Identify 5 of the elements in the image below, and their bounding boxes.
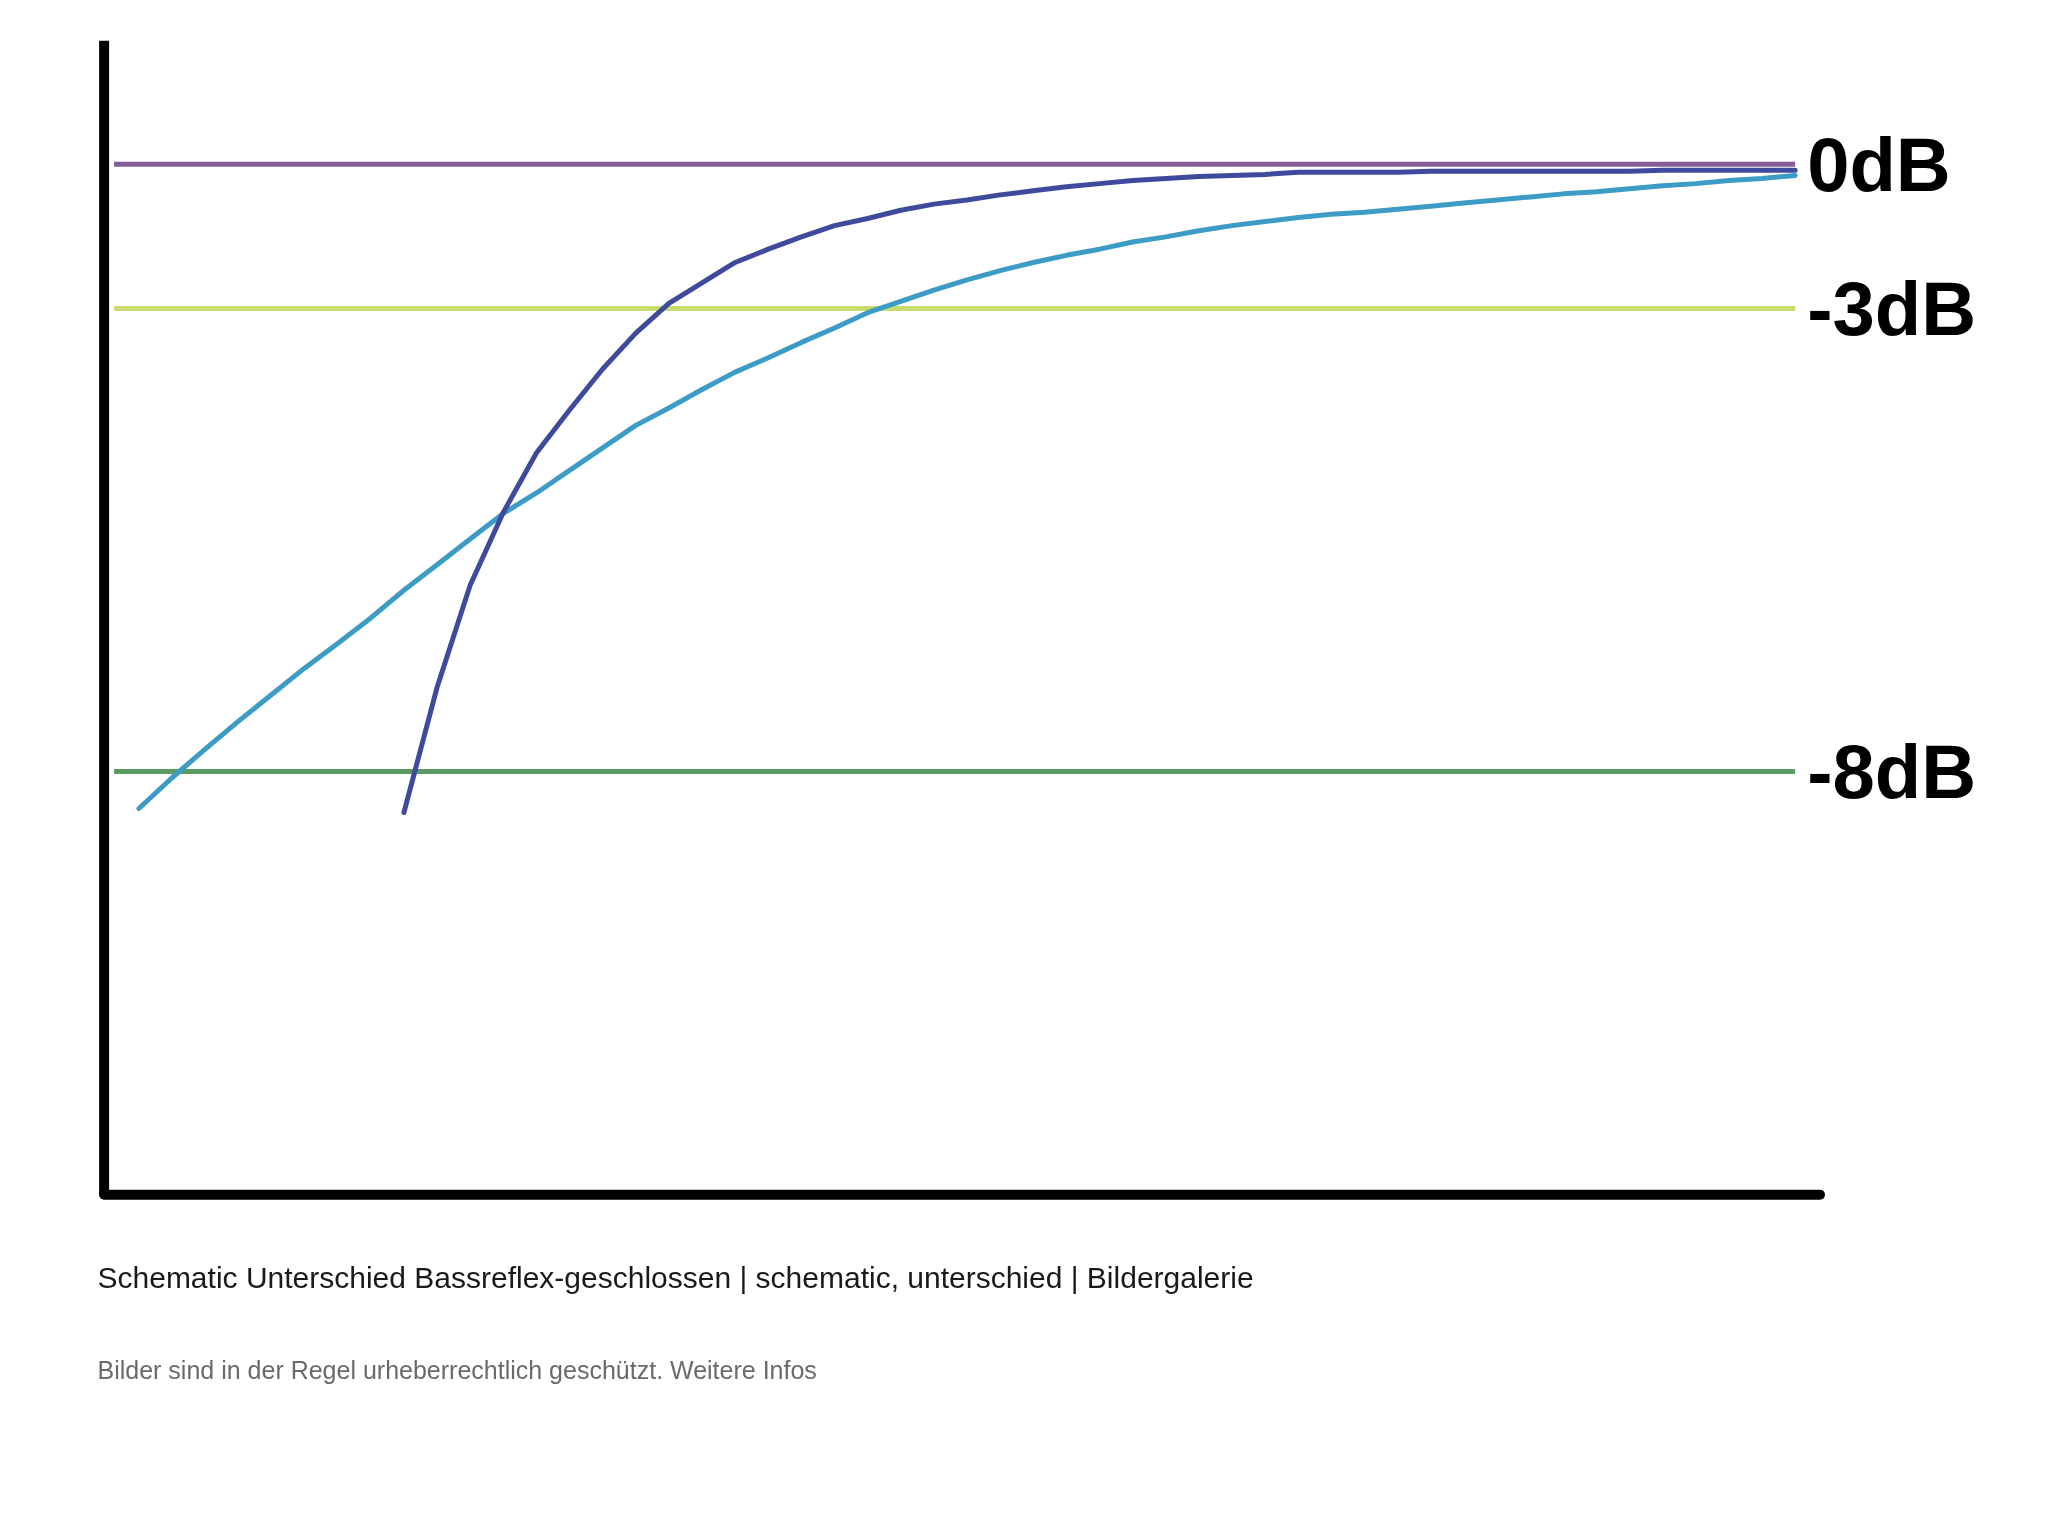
- ref-line-label: -8dB: [1807, 729, 1977, 815]
- text: Bilder sind in der Regel urheberrechtlich geschützt. Weitere Infos: [97, 1355, 817, 1384]
- ref-line-label: 0dB: [1807, 121, 1951, 207]
- ref-line-label: -3dB: [1807, 266, 1977, 352]
- text: Schematic Unterschied Bassreflex-geschlossen | schematic, unterschied | Bildergalerie: [97, 1260, 1254, 1294]
